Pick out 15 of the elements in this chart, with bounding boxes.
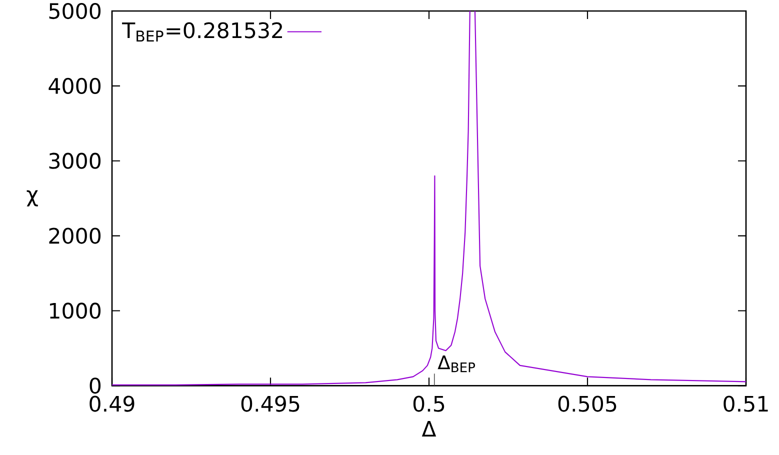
x-tick-label: 0.505 xyxy=(558,396,616,412)
x-tick-label: 0.5 xyxy=(413,396,444,412)
y-tick-label: 5000 xyxy=(49,2,101,20)
x-tick-label: 0.495 xyxy=(241,396,300,412)
x-axis-title: Δ xyxy=(422,420,436,437)
y-tick-label: 3000 xyxy=(49,152,101,169)
annotation: Δ$_{BEP}$ xyxy=(438,356,476,372)
y-tick-label: 0 xyxy=(90,378,101,394)
x-tick-label: 0.51 xyxy=(724,396,768,412)
y-tick-label: 2000 xyxy=(49,228,101,244)
y-tick-label: 4000 xyxy=(48,78,101,94)
y-axis-title: χ xyxy=(26,190,38,206)
y-tick-label: 1000 xyxy=(50,302,101,319)
x-tick-label: 0.49 xyxy=(90,396,134,412)
legend-label: T$_{BEP}$=0.281532 xyxy=(122,22,282,42)
